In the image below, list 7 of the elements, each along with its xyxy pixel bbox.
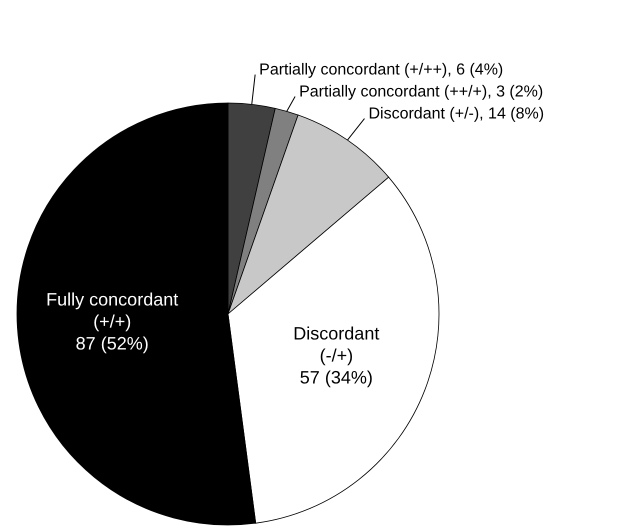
slice-label: Partially concordant (+/++), 6 (4%) <box>259 62 504 79</box>
data-label: 87 (52%) <box>76 334 149 354</box>
data-label: 57 (34%) <box>300 368 373 388</box>
slice-label: Discordant (-/+) <box>293 324 380 366</box>
slice-label: Fully concordant (+/+) <box>46 290 178 332</box>
slice-label: Discordant (+/-), 14 (8%) <box>368 106 544 123</box>
slice-label: Partially concordant (++/+), 3 (2%) <box>299 84 544 101</box>
